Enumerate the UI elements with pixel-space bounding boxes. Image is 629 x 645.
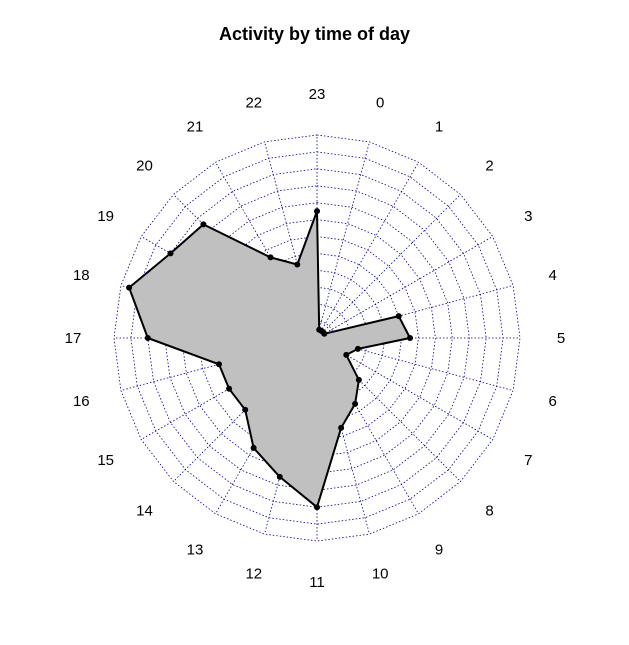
data-point — [267, 254, 274, 261]
chart-title: Activity by time of day — [218, 24, 411, 44]
grid-spoke — [316, 285, 514, 339]
hour-label: 9 — [435, 541, 443, 558]
data-point — [242, 406, 249, 413]
hour-label: 4 — [549, 267, 557, 284]
hour-label: 0 — [376, 94, 384, 111]
data-point — [294, 261, 301, 268]
hour-label: 1 — [435, 119, 443, 136]
hour-label: 14 — [136, 503, 153, 520]
data-point — [216, 361, 222, 368]
data-point — [355, 376, 362, 383]
hour-label: 13 — [187, 541, 204, 558]
data-point — [314, 504, 320, 511]
series-group — [126, 208, 413, 511]
hour-label: 7 — [524, 452, 532, 469]
grid-spoke — [316, 337, 514, 391]
hour-label: 23 — [309, 86, 326, 103]
hour-label: 6 — [549, 393, 557, 410]
grid-spoke — [316, 337, 370, 535]
data-point — [321, 330, 328, 337]
grid-spoke — [140, 337, 318, 440]
hour-label: 16 — [73, 393, 90, 410]
hour-label: 11 — [309, 574, 325, 591]
data-point — [144, 335, 151, 341]
data-point — [250, 444, 257, 451]
hour-label: 17 — [65, 330, 82, 347]
data-point — [338, 424, 345, 431]
hour-label: 2 — [485, 158, 493, 175]
data-point — [314, 208, 320, 215]
data-point — [395, 313, 402, 320]
grid-spoke — [173, 337, 318, 482]
grid-spoke — [215, 337, 318, 514]
grid-spoke — [316, 161, 419, 339]
grid-spoke — [316, 337, 419, 514]
grid-ring — [265, 286, 369, 390]
hour-label: 3 — [524, 208, 532, 225]
hour-label: 12 — [245, 566, 262, 583]
grid-spoke — [316, 194, 461, 339]
grid-ring — [198, 219, 436, 457]
hour-label: 8 — [485, 503, 493, 520]
data-point — [126, 284, 133, 291]
data-point — [276, 473, 283, 480]
hour-label: 18 — [73, 267, 90, 284]
hour-label: 15 — [97, 452, 114, 469]
data-point — [343, 351, 350, 358]
data-point — [226, 385, 233, 392]
hour-label: 22 — [245, 94, 262, 111]
data-point — [407, 335, 413, 341]
hour-label: 5 — [557, 330, 565, 347]
grid-spoke — [316, 236, 493, 339]
data-point — [352, 400, 359, 407]
grid-spoke — [173, 194, 318, 339]
hour-label: 19 — [97, 208, 114, 225]
hour-label: 10 — [372, 566, 389, 583]
hour-label: 21 — [187, 119, 204, 136]
data-point — [200, 221, 207, 228]
hour-label: 20 — [136, 158, 153, 175]
data-point — [354, 345, 361, 352]
grid-spoke — [316, 337, 493, 440]
grid-spoke — [316, 337, 461, 482]
data-point — [167, 250, 174, 257]
grid-spoke — [264, 141, 318, 339]
grid-spoke — [316, 141, 370, 339]
grid-spoke — [215, 161, 318, 339]
